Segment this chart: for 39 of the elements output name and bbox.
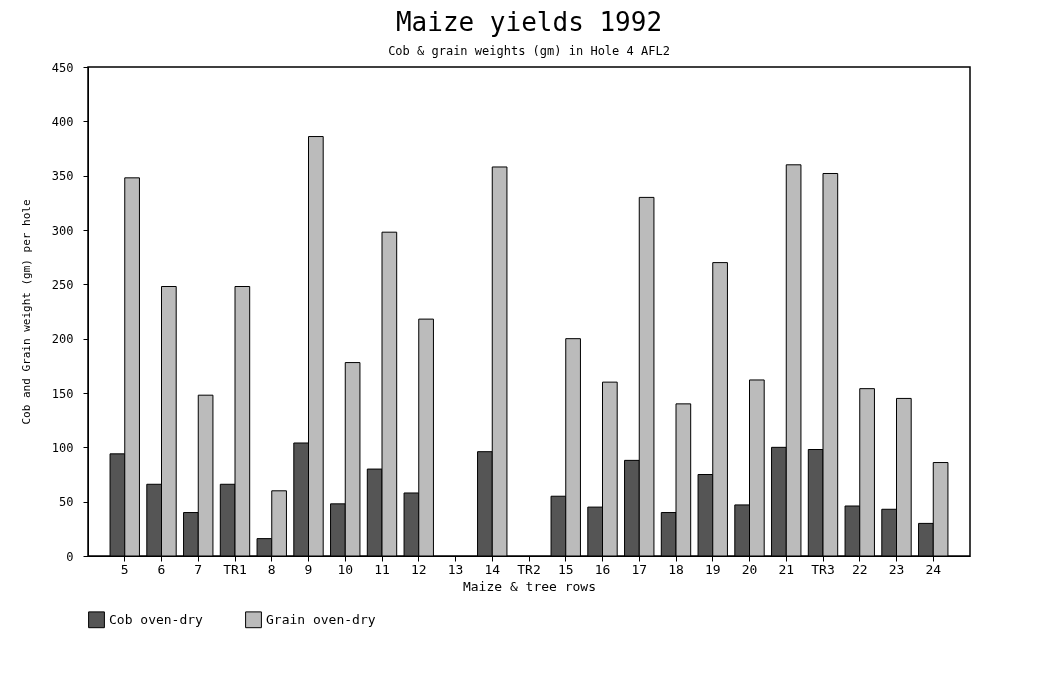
y-tick-label: 150 xyxy=(51,386,74,401)
y-tick-label: 50 xyxy=(59,495,74,510)
x-tick-label: 24 xyxy=(925,561,942,577)
y-tick-label: 200 xyxy=(51,332,74,347)
x-tick-label: 8 xyxy=(267,561,276,577)
x-tick-label: TR3 xyxy=(811,561,835,577)
y-tick-label: 350 xyxy=(51,169,74,184)
x-tick-label: 10 xyxy=(337,561,354,577)
y-tick-label: 250 xyxy=(51,277,74,292)
x-tick-label: 11 xyxy=(374,561,390,577)
x-tick-label: 7 xyxy=(194,561,203,577)
x-tick-label: 12 xyxy=(410,561,427,577)
y-tick-label: 0 xyxy=(66,549,74,564)
y-tick-label: 300 xyxy=(51,223,74,238)
x-tick-label: 9 xyxy=(304,561,313,577)
x-tick-label: 18 xyxy=(668,561,684,577)
y-axis-title: Cob and Grain weight (gm) per hole xyxy=(19,199,33,425)
chart-subtitle: Cob & grain weights (gm) in Hole 4 AFL2 xyxy=(388,44,670,58)
legend-label: Grain oven-dry xyxy=(266,611,376,627)
x-tick-label: 20 xyxy=(741,561,758,577)
y-tick-label: 400 xyxy=(51,114,74,129)
x-tick-label: 17 xyxy=(631,561,648,577)
x-tick-label: 5 xyxy=(120,561,129,577)
x-tick-label: 15 xyxy=(557,561,574,577)
x-tick-label: 23 xyxy=(888,561,905,577)
x-tick-label: TR2 xyxy=(517,561,541,577)
legend-label: Cob oven-dry xyxy=(109,611,204,627)
x-tick-label: 16 xyxy=(594,561,611,577)
y-tick-label: 100 xyxy=(51,440,74,455)
x-tick-label: 21 xyxy=(778,561,795,577)
y-tick-label: 450 xyxy=(51,60,74,75)
x-axis-title: Maize & tree rows xyxy=(462,578,597,594)
chart-title: Maize yields 1992 xyxy=(395,7,663,37)
x-tick-label: 6 xyxy=(157,561,166,577)
x-tick-label: 14 xyxy=(484,561,501,577)
x-tick-label: 13 xyxy=(447,561,464,577)
x-tick-label: TR1 xyxy=(223,561,247,577)
x-tick-label: 19 xyxy=(704,561,721,577)
x-tick-label: 22 xyxy=(851,561,868,577)
